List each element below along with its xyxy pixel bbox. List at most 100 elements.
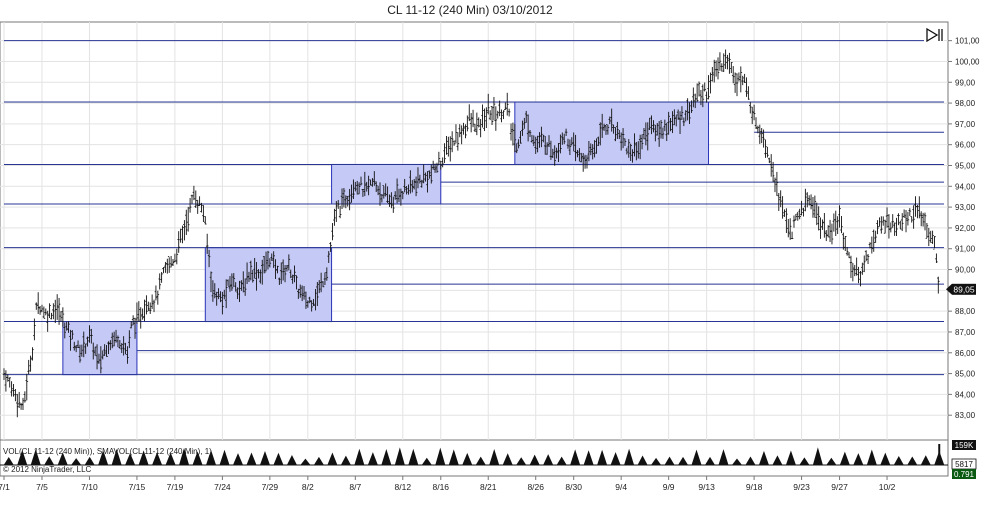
- volume-spike: [71, 458, 82, 465]
- volume-spike: [367, 452, 378, 465]
- volume-spike: [340, 455, 351, 465]
- y-tick-label: 85,00: [955, 370, 976, 379]
- volume-spike: [206, 450, 217, 465]
- y-tick-label: 101,00: [955, 37, 980, 46]
- volume-spike: [300, 458, 311, 465]
- volume-spike: [286, 455, 297, 465]
- last-price-marker: 89,05: [946, 283, 976, 295]
- volume-spike: [745, 456, 756, 465]
- volume-current-badge: 5817: [951, 458, 977, 470]
- volume-spike: [570, 449, 581, 465]
- copyright-text: © 2012 NinjaTrader, LLC: [3, 465, 92, 474]
- x-tick-label: 9/9: [663, 482, 675, 492]
- volume-spike: [704, 456, 715, 465]
- volume-spike: [219, 449, 230, 465]
- volume-bars: [0, 444, 948, 466]
- y-tick-label: 91,00: [955, 245, 976, 254]
- volume-sma-badge: 0.791: [952, 469, 976, 479]
- volume-spike: [893, 456, 904, 465]
- price-bars: [2, 49, 940, 418]
- volume-spike: [313, 456, 324, 465]
- volume-spike: [17, 449, 28, 465]
- x-tick-label: 8/2: [302, 482, 314, 492]
- x-tick-label: 8/7: [349, 482, 361, 492]
- y-tick-label: 99,00: [955, 78, 976, 87]
- volume-spike: [624, 448, 635, 465]
- volume-indicator-label: VOL(CL 11-12 (240 Min)), SMAVOL(CL 11-12…: [3, 447, 212, 456]
- volume-spike: [408, 448, 419, 465]
- volume-spike: [691, 449, 702, 465]
- x-tick-label: 9/27: [831, 482, 848, 492]
- volume-spike: [785, 450, 796, 465]
- volume-spike: [543, 454, 554, 465]
- volume-spike: [435, 447, 446, 465]
- y-tick-label: 87,00: [955, 328, 976, 337]
- volume-spike: [273, 452, 284, 465]
- volume-spike: [462, 452, 473, 465]
- volume-spike: [111, 448, 122, 465]
- volume-spike: [354, 448, 365, 465]
- volume-spike: [678, 456, 689, 465]
- volume-spike: [84, 456, 95, 465]
- y-tick-label: 97,00: [955, 120, 976, 129]
- volume-spike: [853, 453, 864, 465]
- y-tick-label: 100,00: [955, 57, 980, 66]
- y-tick-label: 96,00: [955, 141, 976, 150]
- volume-spike: [421, 457, 432, 465]
- y-tick-label: 84,00: [955, 390, 976, 399]
- volume-spike: [826, 457, 837, 465]
- time-axis: 7/1 7/5 7/10 7/15 7/19 7/24 7/29 8/2 8/7 8/12 8/16…: [0, 476, 896, 492]
- y-tick-label: 86,00: [955, 349, 976, 358]
- volume-spike: [138, 450, 149, 465]
- volume-spike: [718, 449, 729, 465]
- x-tick-label: 8/26: [527, 482, 544, 492]
- volume-spike: [448, 449, 459, 465]
- volume-spike: [502, 453, 513, 465]
- scroll-to-end-icon[interactable]: [924, 26, 944, 44]
- y-tick-label: 93,00: [955, 203, 976, 212]
- volume-spike: [597, 449, 608, 465]
- volume-spike: [651, 457, 662, 465]
- x-tick-label: 9/13: [698, 482, 715, 492]
- volume-spike: [772, 455, 783, 465]
- y-tick-label: 88,00: [955, 307, 976, 316]
- y-tick-label: 83,00: [955, 411, 976, 420]
- volume-spike: [259, 451, 270, 465]
- x-tick-label: 7/5: [36, 482, 48, 492]
- volume-spike: [381, 449, 392, 465]
- volume-spike: [98, 450, 109, 465]
- volume-spike: [637, 455, 648, 465]
- x-tick-label: 7/19: [167, 482, 184, 492]
- volume-spike: [179, 447, 190, 465]
- volume-spike: [758, 450, 769, 465]
- x-tick-label: 7/29: [262, 482, 279, 492]
- volume-spike: [57, 452, 68, 465]
- volume-spike: [920, 455, 931, 465]
- volume-spike: [30, 449, 41, 465]
- svg-text:5817: 5817: [955, 460, 973, 469]
- volume-spike: [327, 452, 338, 465]
- svg-text:0.791: 0.791: [954, 470, 975, 479]
- volume-spike: [839, 451, 850, 465]
- svg-text:159K: 159K: [955, 441, 974, 450]
- x-tick-label: 9/18: [746, 482, 763, 492]
- y-tick-label: 92,00: [955, 224, 976, 233]
- volume-spike: [610, 452, 621, 465]
- x-tick-label: 7/24: [214, 482, 231, 492]
- x-tick-label: 8/30: [565, 482, 582, 492]
- volume-spike: [516, 457, 527, 465]
- volume-spike: [233, 453, 244, 465]
- x-tick-label: 9/23: [793, 482, 810, 492]
- volume-spike: [866, 449, 877, 465]
- x-tick-label: 9/4: [615, 482, 627, 492]
- volume-spike: [152, 452, 163, 465]
- volume-spike: [880, 452, 891, 465]
- last-price-label: 89,05: [953, 284, 975, 294]
- y-tick-label: 94,00: [955, 182, 976, 191]
- volume-spike: [246, 452, 257, 465]
- volume-spike: [165, 452, 176, 465]
- volume-spike: [125, 453, 136, 465]
- volume-spike: [394, 447, 405, 465]
- y-tick-label: 98,00: [955, 99, 976, 108]
